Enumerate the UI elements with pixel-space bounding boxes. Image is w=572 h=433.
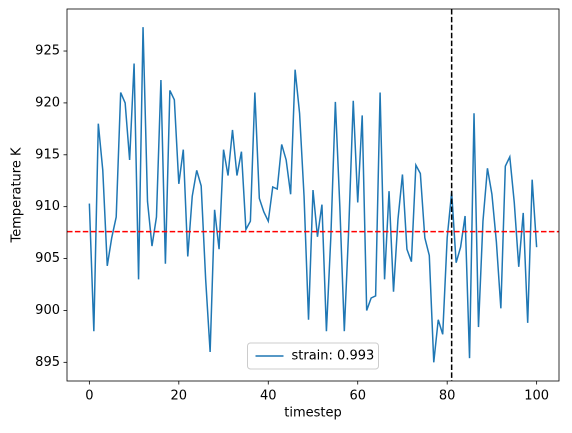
- data-line: [88, 27, 538, 363]
- y-tick-label: 920: [35, 95, 60, 110]
- legend-box: [247, 342, 379, 370]
- y-tick-label: 910: [35, 199, 60, 214]
- x-axis-label: timestep: [284, 406, 342, 421]
- y-tick-label: 895: [35, 355, 60, 370]
- y-axis-label: Temperature K: [10, 147, 25, 243]
- plot-frame: [66, 8, 560, 382]
- y-tick-label: 925: [35, 44, 60, 59]
- x-tick-label: 20: [171, 389, 188, 404]
- x-tick-label: 100: [524, 389, 549, 404]
- x-tick-label: 0: [85, 389, 93, 404]
- x-tick-label: 80: [439, 389, 456, 404]
- x-tick-label: 40: [260, 389, 277, 404]
- x-tick-label: 60: [349, 389, 366, 404]
- y-tick-label: 905: [35, 251, 60, 266]
- legend-label: strain: 0.993: [292, 349, 375, 364]
- y-tick-label: 915: [35, 147, 60, 162]
- y-tick-label: 900: [35, 303, 60, 318]
